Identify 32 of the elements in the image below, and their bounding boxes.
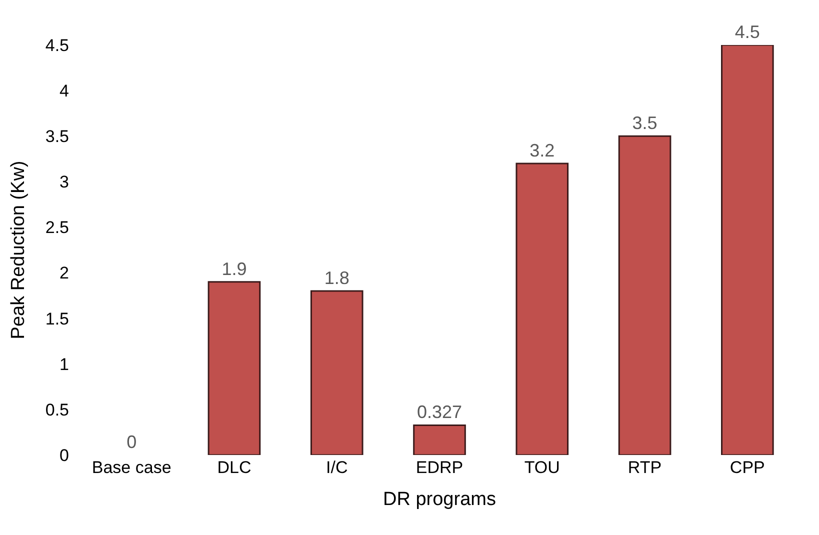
y-tick-label: 4 [60, 82, 69, 101]
y-tick-label: 0.5 [45, 400, 69, 420]
data-label: 1.9 [222, 258, 247, 279]
x-axis-title: DR programs [383, 488, 496, 510]
bar [721, 45, 774, 455]
y-tick-label: 3 [60, 172, 69, 192]
x-tick-label: TOU [524, 458, 560, 477]
x-tick-label: CPP [730, 458, 765, 477]
y-tick-label: 2 [60, 264, 69, 283]
data-label: 4.5 [734, 22, 760, 42]
x-tick-label: RTP [628, 458, 662, 477]
x-tick-label: EDRP [416, 458, 464, 477]
y-tick-label: 4.5 [45, 36, 69, 55]
bar [618, 135, 672, 455]
y-tick-label: 3.5 [45, 127, 69, 146]
y-tick-label: 1.5 [45, 309, 69, 328]
y-tick-label: 2.5 [45, 218, 69, 238]
x-tick-label: DLC [217, 458, 252, 477]
bar [208, 281, 261, 455]
data-label: 3.2 [530, 140, 555, 160]
x-tick-label: I/C [326, 458, 348, 477]
data-label: 1.8 [324, 268, 350, 288]
y-axis-title: Peak Reduction (Kw) [8, 160, 30, 340]
x-tick-label: Base case [92, 458, 172, 477]
bar [516, 162, 569, 455]
bar [310, 290, 364, 455]
y-tick-label: 0 [60, 446, 69, 465]
data-label: 0 [126, 432, 137, 452]
data-label: 0.327 [416, 402, 462, 422]
data-label: 3.5 [632, 113, 658, 134]
bar [413, 424, 466, 455]
y-tick-label: 1 [60, 354, 69, 374]
